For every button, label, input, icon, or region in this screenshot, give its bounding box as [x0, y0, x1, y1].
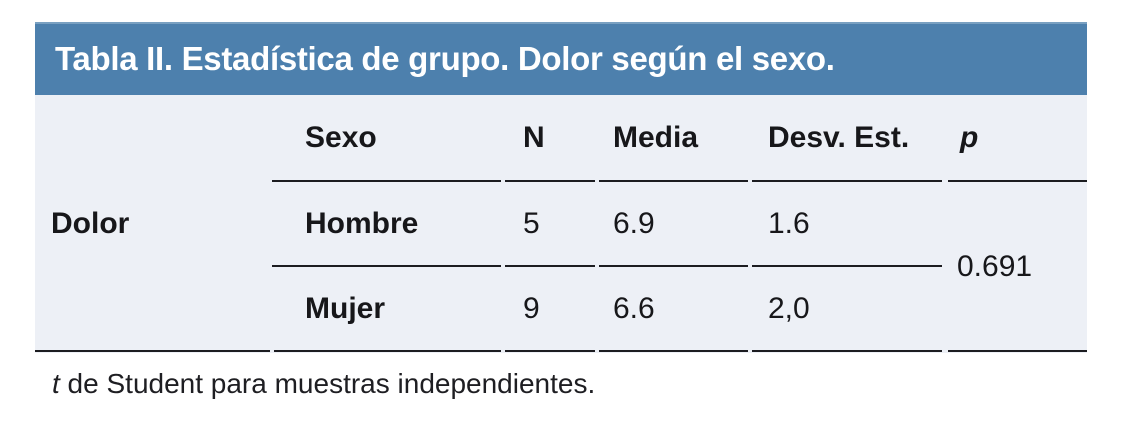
table-row-hombre: Hombre 5 6.9 1.6 [35, 181, 1087, 266]
table-header-row: Sexo N Media Desv. Est. p [35, 95, 1087, 181]
rule-segment [948, 350, 1087, 352]
p-value-cell: 0.691 [957, 250, 1033, 283]
rule-segment [948, 180, 1087, 182]
table-title-bar: Tabla II. Estadística de grupo. Dolor se… [35, 22, 1087, 95]
column-header-media: Media [613, 121, 699, 154]
rule-segment [35, 350, 270, 352]
rule-segment [274, 350, 501, 352]
rule-segment [599, 180, 748, 182]
rule-segment [752, 180, 942, 182]
rule-segment [505, 180, 595, 182]
rule-segment [599, 350, 748, 352]
table-row-mujer: Mujer 9 6.6 2,0 [35, 266, 1087, 352]
cell-hombre-media: 6.9 [613, 206, 655, 240]
cell-mujer-media: 6.6 [613, 292, 655, 325]
table-body: Dolor Sexo N Media Desv. Est. p Hombre 5… [35, 95, 1087, 353]
footnote-t-symbol: t [52, 368, 60, 399]
column-header-desv-est: Desv. Est. [768, 121, 910, 154]
rule-segment [272, 265, 501, 267]
rule-segment [752, 350, 942, 352]
column-header-p: p [960, 121, 979, 154]
footnote-text: de Student para muestras independientes. [59, 368, 596, 399]
column-header-sexo: Sexo [305, 121, 377, 154]
row-group-label-dolor: Dolor [51, 207, 130, 240]
rule-segment [505, 350, 595, 352]
column-header-n: N [523, 121, 545, 154]
cell-hombre-desv: 1.6 [768, 206, 810, 240]
table-footnote: t de Student para muestras independiente… [52, 368, 595, 400]
cell-mujer-sexo: Mujer [305, 292, 386, 325]
cell-mujer-desv: 2,0 [768, 292, 810, 325]
table-title: Tabla II. Estadística de grupo. Dolor se… [55, 39, 835, 77]
rule-segment [272, 180, 501, 182]
cell-hombre-n: 5 [523, 206, 540, 240]
rule-segment [752, 265, 942, 267]
cell-mujer-n: 9 [523, 292, 540, 325]
rule-segment [599, 265, 748, 267]
rule-segment [505, 265, 595, 267]
cell-hombre-sexo: Hombre [305, 206, 419, 240]
